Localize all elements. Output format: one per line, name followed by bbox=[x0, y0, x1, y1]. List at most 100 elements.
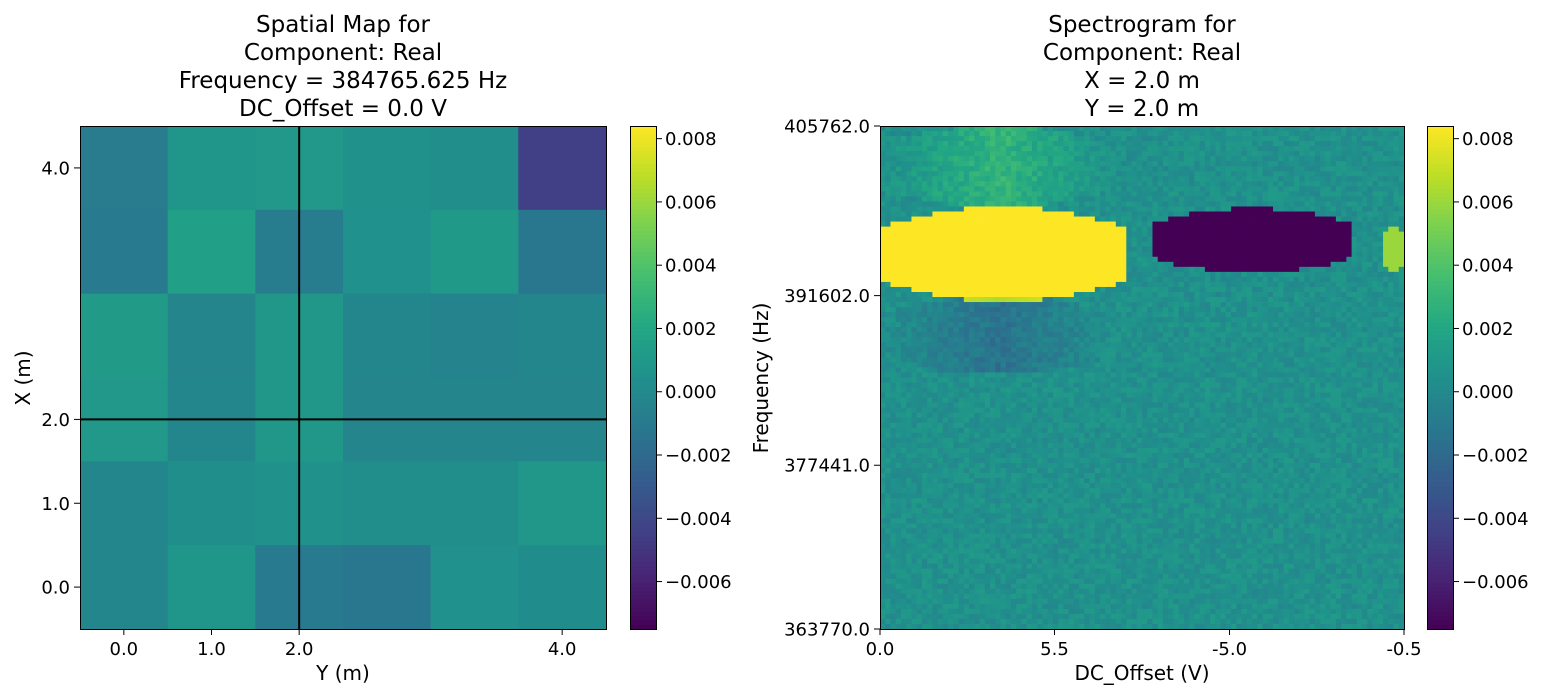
colorbar-gradient-segment bbox=[630, 197, 656, 203]
spectrogram-cell bbox=[1136, 281, 1143, 288]
spectrogram-cell bbox=[1330, 136, 1337, 142]
spectrogram-cell bbox=[1288, 126, 1295, 132]
spectrogram-cell bbox=[1278, 191, 1284, 197]
spectrogram-cell bbox=[1189, 126, 1195, 132]
spectrogram-cell bbox=[1304, 307, 1311, 313]
spectrogram-cell bbox=[969, 362, 975, 368]
spectrogram-cell bbox=[1309, 196, 1316, 202]
spectrogram-cell bbox=[1089, 166, 1096, 172]
spectrogram-cell bbox=[1152, 176, 1159, 182]
spectrogram-cell bbox=[1199, 256, 1206, 263]
spectrogram-cell bbox=[1079, 261, 1085, 268]
spectrogram-cell bbox=[1136, 332, 1143, 338]
spectrogram-cell bbox=[1199, 146, 1206, 152]
spectrogram-cell bbox=[927, 221, 933, 227]
spectrogram-cell bbox=[1383, 181, 1389, 187]
spectrogram-cell bbox=[1204, 357, 1211, 363]
spectrogram-cell bbox=[1115, 256, 1122, 263]
spectrogram-cell bbox=[1220, 307, 1227, 313]
spectrogram-cell bbox=[1236, 131, 1242, 137]
spectrogram-cell bbox=[1204, 297, 1211, 303]
spectrogram-cell bbox=[1136, 317, 1143, 323]
spectrogram-cell bbox=[942, 216, 949, 222]
spectrogram-cell bbox=[1005, 161, 1012, 167]
spectrogram-cell bbox=[880, 131, 886, 137]
spectrogram-cell bbox=[880, 342, 886, 348]
spectrogram-cell bbox=[1026, 176, 1033, 182]
spectrogram-cell bbox=[1110, 146, 1117, 152]
spectrogram-cell bbox=[1388, 211, 1394, 217]
spectrogram-cell bbox=[1267, 251, 1274, 258]
spectrogram-cell bbox=[1278, 312, 1284, 318]
spectrogram-cell bbox=[1058, 276, 1064, 283]
spectrogram-cell bbox=[1047, 322, 1054, 328]
spectrogram-cell bbox=[1330, 307, 1337, 313]
spectrogram-cell bbox=[921, 307, 928, 313]
spectrogram-cell bbox=[1058, 266, 1064, 273]
spectrogram-cell bbox=[1115, 211, 1122, 217]
spectrogram-cell bbox=[1278, 342, 1284, 348]
spectrogram-cell bbox=[1225, 131, 1232, 137]
spectrogram-cell bbox=[885, 246, 891, 253]
spectrogram-cell bbox=[1005, 236, 1012, 243]
spectrogram-cell bbox=[1084, 291, 1090, 298]
spectrogram-cell bbox=[1367, 231, 1373, 238]
spectrogram-cell bbox=[1351, 151, 1358, 157]
spectrogram-cell bbox=[1231, 206, 1237, 212]
spectrogram-cell bbox=[958, 171, 965, 177]
spectrogram-cell bbox=[1000, 276, 1007, 283]
spectrogram-cell bbox=[1362, 342, 1368, 348]
spectrogram-cell bbox=[1115, 171, 1122, 177]
spectrogram-cell bbox=[1320, 317, 1326, 323]
spectrogram-cell bbox=[1383, 186, 1389, 192]
spectrogram-cell bbox=[1362, 337, 1368, 343]
spectrogram-cell bbox=[1152, 226, 1159, 233]
spectrogram-cell bbox=[1383, 246, 1389, 253]
spectrogram-cell bbox=[1011, 186, 1017, 192]
spectrogram-cell bbox=[932, 347, 939, 353]
spectrogram-cell bbox=[921, 211, 928, 217]
spectrogram-cell bbox=[911, 146, 918, 152]
spectrogram-cell bbox=[1252, 216, 1258, 222]
colorbar-gradient-segment bbox=[630, 289, 656, 295]
spectrogram-cell bbox=[1236, 327, 1242, 333]
spectrogram-cell bbox=[1273, 166, 1279, 172]
spectrogram-cell bbox=[1204, 211, 1211, 217]
spectrogram-cell bbox=[1136, 357, 1143, 363]
spectrogram-cell bbox=[906, 221, 912, 227]
spectrogram-cell bbox=[948, 181, 954, 187]
spectrogram-cell bbox=[984, 196, 991, 202]
spectrogram-cell bbox=[927, 291, 933, 298]
spectrogram-cell bbox=[1052, 347, 1059, 353]
spectrogram-cell bbox=[1231, 362, 1237, 368]
spectrogram-cell bbox=[1068, 146, 1075, 152]
spectrogram-cell bbox=[895, 261, 902, 268]
spectrogram-cell bbox=[916, 266, 923, 273]
spectrogram-cell bbox=[1183, 357, 1190, 363]
spectrogram-cell bbox=[1273, 281, 1279, 288]
spectrogram-cell bbox=[1142, 347, 1148, 353]
spectrogram-cell bbox=[1393, 191, 1400, 197]
spectrogram-cell bbox=[1335, 231, 1342, 238]
spectrogram-cell bbox=[1362, 251, 1368, 258]
spectrogram-cell bbox=[1278, 236, 1284, 243]
spectrogram-cell bbox=[1089, 136, 1096, 142]
spectrogram-cell bbox=[1178, 281, 1185, 288]
spectrogram-cell bbox=[1084, 241, 1090, 248]
spectrogram-cell bbox=[1100, 312, 1106, 318]
spectrogram-cell bbox=[974, 231, 980, 238]
spectrogram-cell bbox=[906, 141, 912, 147]
spectrogram-cell bbox=[1398, 191, 1405, 197]
spectrogram-cell bbox=[1136, 291, 1143, 298]
spectrogram-cell bbox=[932, 151, 939, 157]
spectrogram-cell bbox=[1283, 201, 1290, 207]
spectrogram-cell bbox=[1110, 176, 1117, 182]
spectrogram-cell bbox=[1236, 216, 1242, 222]
spectrogram-cell bbox=[1398, 241, 1405, 248]
spectrogram-cell bbox=[1299, 261, 1305, 268]
spectrogram-cell bbox=[1126, 342, 1132, 348]
spectrogram-cell bbox=[1105, 211, 1111, 217]
spectrogram-cell bbox=[1147, 166, 1153, 172]
spectrogram-cell bbox=[1178, 131, 1185, 137]
spectrogram-title-line-3: X = 2.0 m bbox=[1084, 68, 1200, 94]
